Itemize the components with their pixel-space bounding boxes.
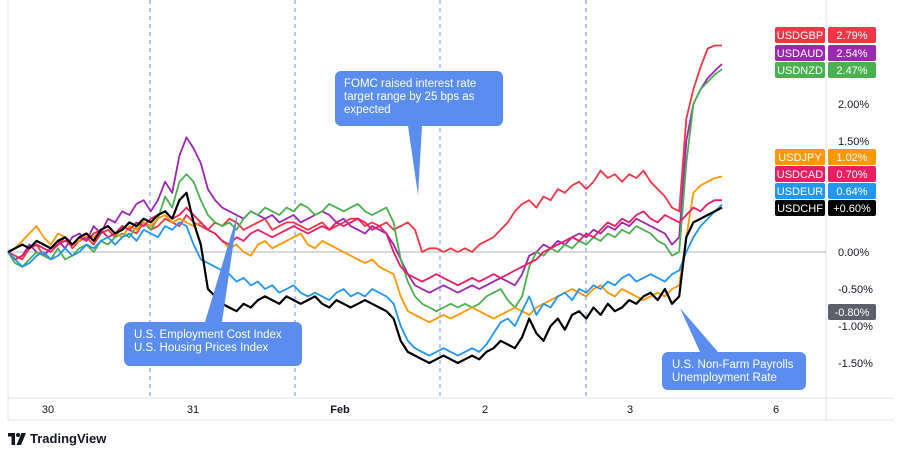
callout-text-nfp: Unemployment Rate [672,372,777,384]
x-tick-label: 6 [773,404,779,416]
badge-name-bg-usdaud [775,45,825,61]
y-tick-label: 0.00% [838,247,869,259]
badge-name-usdeur: USDEUR [777,186,824,198]
badge-value-bg-usdeur [828,183,876,199]
badge-name-bg-usdcad [775,166,825,182]
badge-value-usdeur: 0.64% [836,186,867,198]
badge-name-usdaud: USDAUD [777,48,824,60]
tradingview-logo-icon [8,432,26,445]
badge-value-usdchf: +0.60% [833,203,871,215]
badge-name-usdcad: USDCAD [777,169,824,181]
extra-price-label-bg [828,304,876,320]
badge-name-bg-usdeur [775,183,825,199]
badge-name-usdgbp: USDGBP [777,30,823,42]
badge-value-bg-usdaud [828,45,876,61]
badge-value-bg-usdgbp [828,27,876,43]
badge-value-usdnzd: 2.47% [836,65,867,77]
badge-value-bg-usdnzd [828,62,876,78]
badge-name-bg-usdgbp [775,27,825,43]
badge-name-bg-usdnzd [775,62,825,78]
callout-text-nfp: U.S. Non-Farm Payrolls [672,359,794,371]
x-tick-label: 3 [627,404,633,416]
badge-value-bg-usdjpy [828,149,876,165]
badge-value-usdaud: 2.54% [836,48,867,60]
callout-box-nfp[interactable] [662,352,806,390]
badge-name-usdchf: USDCHF [777,203,823,215]
callout-pointer-employment [205,212,238,322]
y-tick-label: 1.50% [838,136,869,148]
series-group [7,44,723,365]
callout-pointer-nfp [680,308,718,352]
x-tick-label: 30 [42,404,54,416]
badge-value-usdcad: 0.70% [836,169,867,181]
x-axis-ticks: 30 31 Feb 2 3 6 [42,404,779,416]
series-line-usdaud [7,63,723,294]
brand-watermark[interactable]: TradingView [8,431,106,446]
x-tick-label: 31 [187,404,199,416]
callout-text-fomc: FOMC raised interest rate [344,78,476,90]
y-tick-label: -0.50% [838,284,873,296]
series-line-usdnzd [7,68,723,313]
callout-text-fomc: expected [344,104,391,116]
badge-name-usdjpy: USDJPY [778,152,822,164]
x-tick-label: Feb [330,404,350,416]
y-axis-ticks: 2.00% 1.50% 0.00% -0.50% -1.00% -1.50% [838,99,873,370]
callout-text-employment: U.S. Housing Prices Index [134,342,268,354]
callout-box-employment[interactable] [124,322,302,366]
series-line-usdcad [7,199,722,287]
y-tick-label: -1.50% [838,358,873,370]
x-tick-label: 2 [482,404,488,416]
y-tick-label: -1.00% [838,321,873,333]
series-badges: USDGBP 2.79% USDAUD 2.54% USDNZD 2.47% USDJPY 1… [775,27,876,320]
badge-value-bg-usdcad [828,166,876,182]
badge-value-usdjpy: 1.02% [836,152,867,164]
brand-name: TradingView [30,431,107,446]
series-line-usdchf [7,191,723,365]
badge-value-usdgbp: 2.79% [836,30,867,42]
badge-name-bg-usdchf [775,200,825,216]
extra-price-label: -0.80% [835,307,870,319]
callout-pointer-fomc [408,126,422,195]
series-line-usdeur [7,203,723,357]
callout-box-fomc[interactable] [335,71,503,126]
callout-text-fomc: target range by 25 bps as [344,91,475,103]
badge-name-bg-usdjpy [775,149,825,165]
callout-text-employment: U.S. Employment Cost Index [134,329,282,341]
badge-value-bg-usdchf [828,200,876,216]
badge-name-usdnzd: USDNZD [777,65,823,77]
y-tick-label: 2.00% [838,99,869,111]
